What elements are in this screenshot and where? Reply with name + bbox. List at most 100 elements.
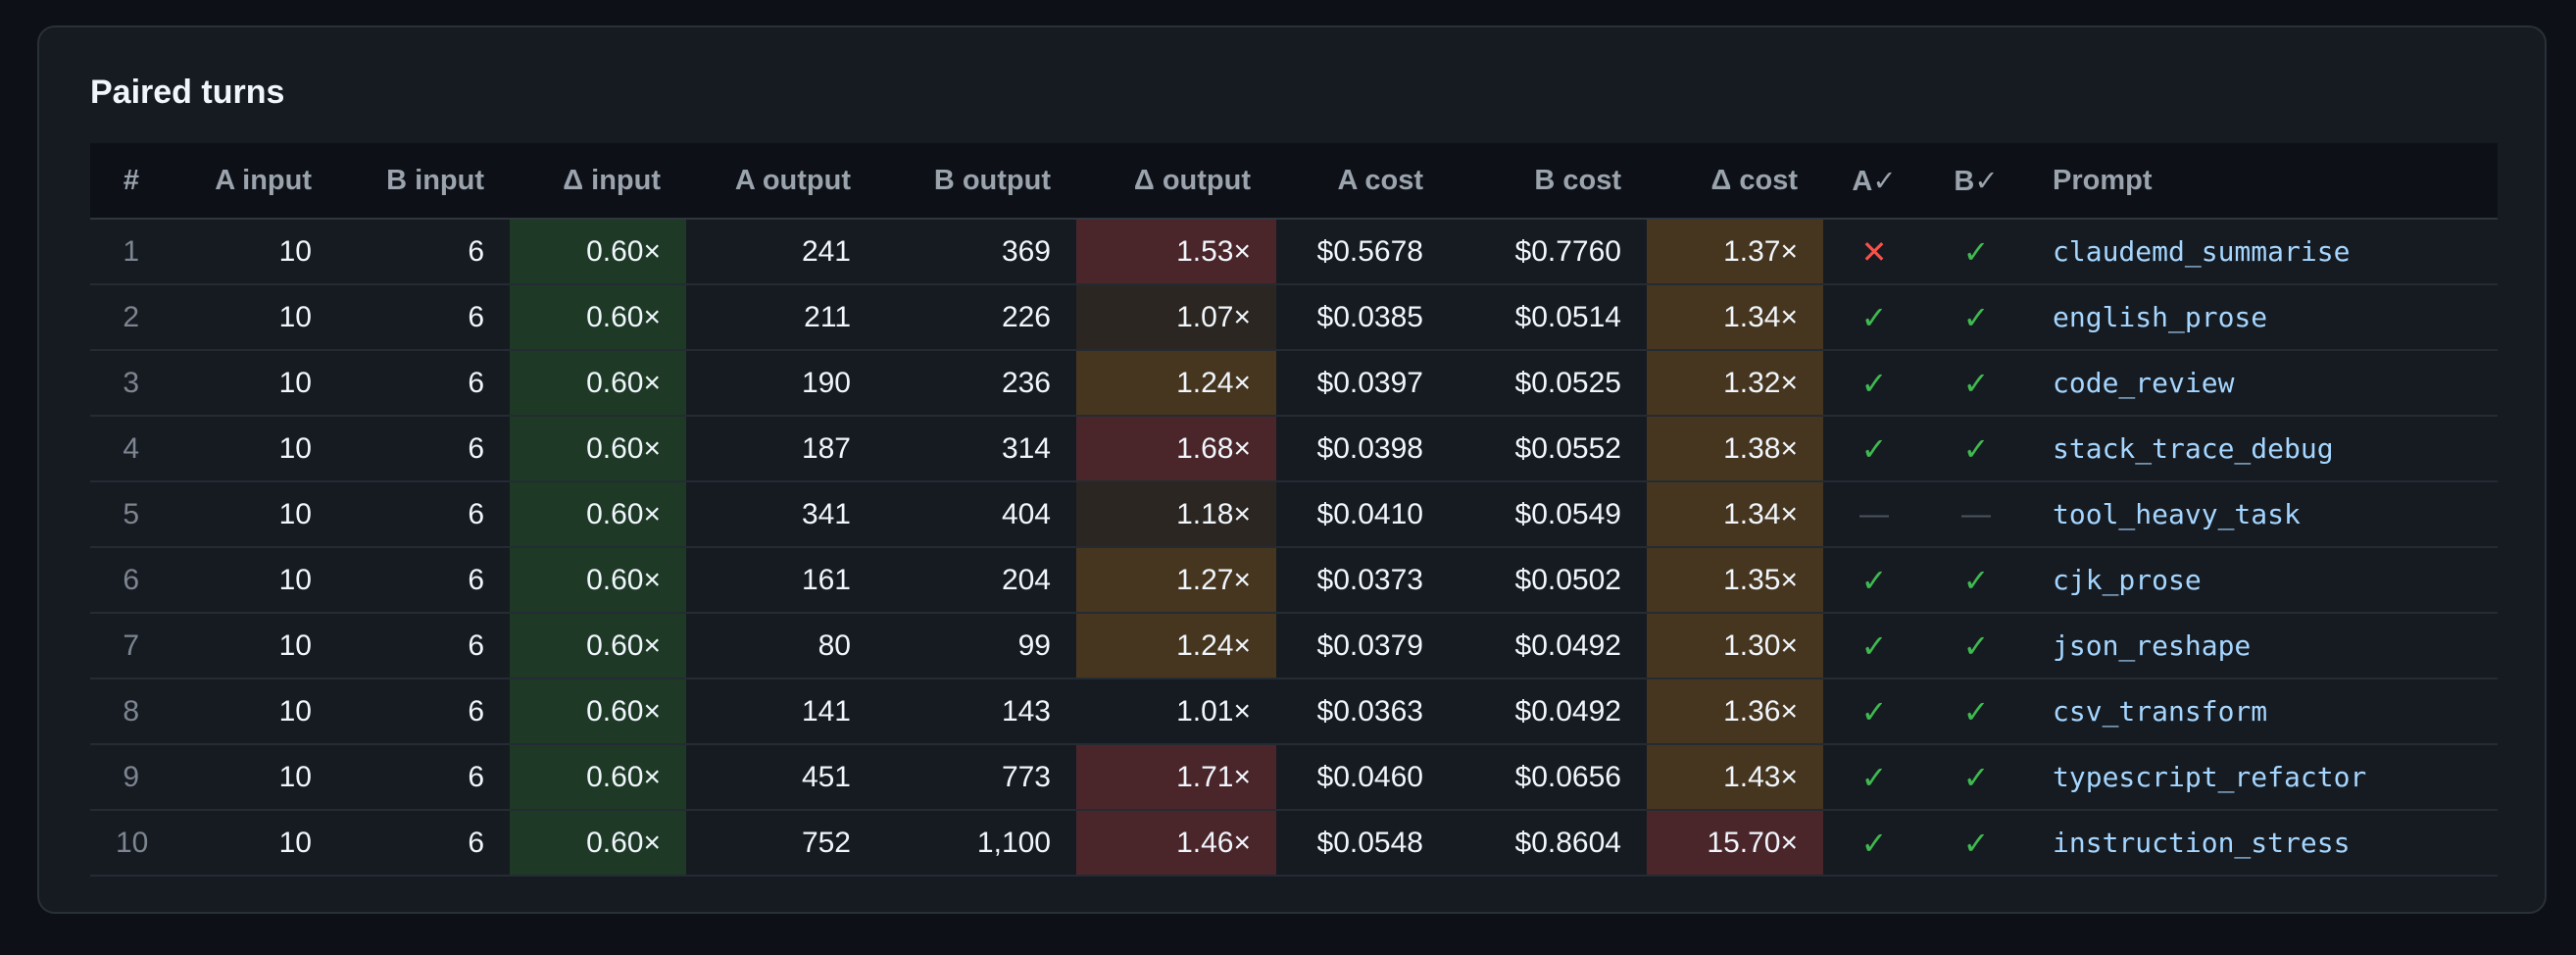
check-icon: ✓ — [1860, 430, 1888, 467]
b-cost-value: $0.0492 — [1449, 679, 1647, 745]
table-row[interactable]: 7 10 6 0.60× 80 99 1.24× $0.0379 $0.0492 1.30× ✓ ✓ j… — [90, 613, 2498, 679]
delta-input-value: 0.60× — [510, 416, 686, 482]
row-number: 8 — [90, 679, 165, 745]
b-cost-value: $0.0492 — [1449, 613, 1647, 679]
a-output-value: 241 — [686, 219, 876, 285]
b-input-value: 6 — [337, 416, 510, 482]
a-output-value: 187 — [686, 416, 876, 482]
delta-output-value: 1.24× — [1076, 613, 1276, 679]
b-pass-status: ✓ — [1925, 350, 2027, 417]
a-pass-status: ✓ — [1823, 284, 1925, 351]
col-header-a-cost[interactable]: A cost — [1276, 143, 1449, 220]
a-pass-status: ✓ — [1823, 810, 1925, 877]
a-input-value: 10 — [165, 744, 337, 811]
table-row[interactable]: 3 10 6 0.60× 190 236 1.24× $0.0397 $0.0525 1.32× ✓… — [90, 350, 2498, 417]
prompt-name[interactable]: code_review — [2027, 350, 2498, 417]
b-input-value: 6 — [337, 219, 510, 285]
b-pass-status: ✓ — [1925, 219, 2027, 285]
b-output-value: 773 — [876, 744, 1076, 811]
prompt-name[interactable]: english_prose — [2027, 284, 2498, 351]
prompt-name[interactable]: typescript_refactor — [2027, 744, 2498, 811]
a-cost-value: $0.5678 — [1276, 219, 1449, 285]
a-input-value: 10 — [165, 416, 337, 482]
col-header-b-output[interactable]: B output — [876, 143, 1076, 220]
col-header-num[interactable]: # — [90, 143, 165, 220]
prompt-name[interactable]: stack_trace_debug — [2027, 416, 2498, 482]
delta-input-value: 0.60× — [510, 547, 686, 614]
a-cost-value: $0.0379 — [1276, 613, 1449, 679]
row-number: 1 — [90, 219, 165, 285]
b-output-value: 314 — [876, 416, 1076, 482]
a-input-value: 10 — [165, 810, 337, 877]
delta-output-value: 1.27× — [1076, 547, 1276, 614]
table-row[interactable]: 10 10 6 0.60× 752 1,100 1.46× $0.0548 $0.8604 15.… — [90, 810, 2498, 877]
check-icon: ✓ — [1962, 628, 1990, 664]
prompt-name[interactable]: claudemd_summarise — [2027, 219, 2498, 285]
b-pass-status: ✓ — [1925, 613, 2027, 679]
col-header-prompt[interactable]: Prompt — [2027, 143, 2498, 220]
table-row[interactable]: 6 10 6 0.60× 161 204 1.27× $0.0373 $0.0502 1.35× ✓… — [90, 547, 2498, 614]
paired-turns-panel: Paired turns # A input B input Δ input A… — [37, 25, 2547, 914]
a-pass-status: ✓ — [1823, 547, 1925, 614]
b-cost-value: $0.0552 — [1449, 416, 1647, 482]
b-pass-status: ✓ — [1925, 679, 2027, 745]
check-icon: ✓ — [1860, 693, 1888, 729]
prompt-name[interactable]: cjk_prose — [2027, 547, 2498, 614]
a-pass-status: — — [1823, 481, 1925, 548]
a-pass-status: ✓ — [1823, 416, 1925, 482]
prompt-name[interactable]: instruction_stress — [2027, 810, 2498, 877]
a-output-value: 161 — [686, 547, 876, 614]
a-cost-value: $0.0373 — [1276, 547, 1449, 614]
b-cost-value: $0.0525 — [1449, 350, 1647, 417]
b-output-value: 236 — [876, 350, 1076, 417]
col-header-a-input[interactable]: A input — [165, 143, 337, 220]
row-number: 10 — [90, 810, 165, 877]
delta-input-value: 0.60× — [510, 810, 686, 877]
a-output-value: 80 — [686, 613, 876, 679]
col-header-delta-output[interactable]: Δ output — [1076, 143, 1276, 220]
b-output-value: 204 — [876, 547, 1076, 614]
table-row[interactable]: 1 10 6 0.60× 241 369 1.53× $0.5678 $0.7760 1.37× ✕… — [90, 219, 2498, 285]
col-header-a-output[interactable]: A output — [686, 143, 876, 220]
table-row[interactable]: 8 10 6 0.60× 141 143 1.01× $0.0363 $0.0492 1.36× ✓… — [90, 679, 2498, 745]
check-icon: ✓ — [1860, 759, 1888, 795]
table-row[interactable]: 4 10 6 0.60× 187 314 1.68× $0.0398 $0.0552 1.38× ✓… — [90, 416, 2498, 482]
col-header-delta-cost[interactable]: Δ cost — [1647, 143, 1823, 220]
check-icon: ✓ — [1962, 430, 1990, 467]
prompt-name[interactable]: tool_heavy_task — [2027, 481, 2498, 548]
table-row[interactable]: 5 10 6 0.60× 341 404 1.18× $0.0410 $0.0549 1.34× —… — [90, 481, 2498, 548]
a-pass-status: ✓ — [1823, 613, 1925, 679]
col-header-b-cost[interactable]: B cost — [1449, 143, 1647, 220]
a-pass-status: ✓ — [1823, 350, 1925, 417]
col-header-b-input[interactable]: B input — [337, 143, 510, 220]
check-icon: ✓ — [1860, 562, 1888, 598]
b-input-value: 6 — [337, 547, 510, 614]
a-input-value: 10 — [165, 679, 337, 745]
check-icon: ✓ — [1962, 759, 1990, 795]
col-header-b-ok[interactable]: B✓ — [1925, 143, 2027, 220]
a-cost-value: $0.0363 — [1276, 679, 1449, 745]
table-row[interactable]: 9 10 6 0.60× 451 773 1.71× $0.0460 $0.0656 1.43× ✓… — [90, 744, 2498, 811]
prompt-name[interactable]: json_reshape — [2027, 613, 2498, 679]
a-output-value: 451 — [686, 744, 876, 811]
prompt-name[interactable]: csv_transform — [2027, 679, 2498, 745]
col-header-delta-input[interactable]: Δ input — [510, 143, 686, 220]
delta-cost-value: 1.32× — [1647, 350, 1823, 417]
dash-icon: — — [1961, 497, 1991, 530]
a-cost-value: $0.0397 — [1276, 350, 1449, 417]
delta-output-value: 1.71× — [1076, 744, 1276, 811]
a-pass-status: ✕ — [1823, 219, 1925, 285]
a-input-value: 10 — [165, 547, 337, 614]
b-pass-status: ✓ — [1925, 416, 2027, 482]
panel-title: Paired turns — [90, 74, 285, 111]
table-row[interactable]: 2 10 6 0.60× 211 226 1.07× $0.0385 $0.0514 1.34× ✓… — [90, 284, 2498, 351]
row-number: 2 — [90, 284, 165, 351]
a-cost-value: $0.0398 — [1276, 416, 1449, 482]
a-output-value: 190 — [686, 350, 876, 417]
b-input-value: 6 — [337, 744, 510, 811]
b-input-value: 6 — [337, 810, 510, 877]
row-number: 9 — [90, 744, 165, 811]
row-number: 5 — [90, 481, 165, 548]
col-header-a-ok[interactable]: A✓ — [1823, 143, 1925, 220]
b-cost-value: $0.0656 — [1449, 744, 1647, 811]
